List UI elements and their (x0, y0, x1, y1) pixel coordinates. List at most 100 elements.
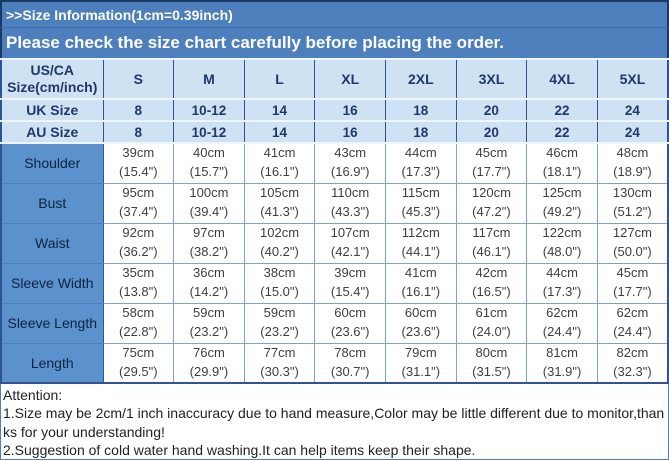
value-inch: (37.4") (119, 204, 158, 219)
value-inch: (17.3") (542, 284, 582, 299)
measurement-value-cell: 75cm (29.5") (102, 342, 175, 384)
uk-size-value-cell: 18 (385, 98, 457, 122)
measurement-value-cell: 59cm (23.2") (243, 302, 316, 344)
value-inch: (45.3") (401, 204, 441, 219)
uk-size-value-cell: 22 (526, 98, 598, 122)
measurement-value-cell: 48cm (18.9") (596, 142, 669, 184)
value-cm: 95cm (122, 185, 155, 201)
value-cm: 39cm (122, 145, 155, 161)
value-cm: 45cm (616, 265, 649, 281)
value-cm: 120cm (471, 185, 511, 201)
measurement-value-cell: 41cm (16.1") (243, 142, 316, 184)
value-inch: (46.1") (472, 244, 511, 259)
measurement-value-cell: 97cm (38.2") (173, 222, 245, 264)
value-cm: 61cm (475, 305, 508, 321)
au-size-value-cell: 16 (314, 120, 386, 144)
measurement-value-cell: 39cm (15.4") (314, 262, 386, 304)
value-cm: 112cm (401, 225, 440, 241)
value-inch: (15.0") (260, 284, 299, 299)
value-inch: (18.1") (542, 164, 582, 180)
measurement-value-cell: 127cm (50.0") (596, 222, 669, 264)
measurement-row: Bust 95cm (37.4") 100cm (39.4") 105cm (41.3") 1… (0, 182, 669, 224)
au-size-label: AU Size (0, 120, 104, 144)
value-cm: 78cm (334, 344, 367, 360)
value-cm: 46cm (546, 145, 578, 161)
measurement-value-cell: 95cm (37.4") (102, 182, 175, 224)
value-cm: 102cm (260, 225, 300, 241)
measurement-value-cell: 43cm (16.9") (314, 142, 386, 184)
measurement-value-cell: 39cm (15.4") (102, 142, 175, 184)
value-inch: (47.2") (472, 204, 511, 219)
value-inch: (30.7") (330, 363, 370, 379)
measurement-value-cell: 110cm (43.3") (314, 182, 386, 224)
size-chart-notice-text: Please check the size chart carefully be… (6, 33, 504, 52)
value-cm: 38cm (263, 265, 296, 281)
measurement-value-cell: 80cm (31.5") (455, 342, 528, 384)
size-information-header-bar: >>Size Information(1cm=0.39inch) (0, 0, 669, 28)
size-column-header: 3XL (455, 58, 528, 100)
value-cm: 43cm (334, 145, 367, 161)
uk-size-value-cell: 24 (596, 98, 669, 122)
value-cm: 110cm (331, 185, 370, 201)
measurement-value-cell: 92cm (36.2") (102, 222, 175, 264)
size-column-header: M (173, 58, 245, 100)
measurement-value-cell: 76cm (29.9") (173, 342, 245, 384)
value-cm: 44cm (404, 145, 437, 161)
size-chart-notice-bar: Please check the size chart carefully be… (0, 28, 669, 58)
value-inch: (17.7") (613, 284, 652, 299)
value-cm: 42cm (475, 265, 508, 281)
value-cm: 36cm (193, 265, 225, 281)
measurement-value-cell: 42cm (16.5") (455, 262, 528, 304)
measurement-value-cell: 122cm (48.0") (526, 222, 598, 264)
value-cm: 82cm (616, 344, 649, 360)
value-cm: 45cm (475, 145, 508, 161)
au-size-value-cell: 24 (596, 120, 669, 144)
value-cm: 59cm (193, 305, 225, 321)
measurement-value-cell: 38cm (15.0") (243, 262, 316, 304)
uk-size-value-cell: 10-12 (173, 98, 245, 122)
size-column-header: 5XL (596, 58, 669, 100)
measurement-value-cell: 36cm (14.2") (173, 262, 245, 304)
value-inch: (15.7") (189, 164, 229, 180)
value-inch: (13.8") (119, 284, 158, 299)
value-inch: (39.4") (189, 204, 229, 219)
value-cm: 107cm (330, 225, 370, 241)
value-inch: (16.1") (401, 284, 441, 299)
value-cm: 58cm (122, 305, 155, 321)
measurement-value-cell: 40cm (15.7") (173, 142, 245, 184)
value-cm: 75cm (122, 344, 155, 360)
size-information-title: >>Size Information(1cm=0.39inch) (6, 6, 233, 23)
value-cm: 125cm (542, 185, 582, 201)
measurement-label: Shoulder (0, 142, 104, 184)
au-size-value-cell: 22 (526, 120, 598, 144)
attention-line-1: 1.Size may be 2cm/1 inch inaccuracy due … (3, 405, 665, 440)
uk-size-row: UK Size 8 10-12 14 16 18 20 22 24 (0, 98, 669, 122)
measurement-value-cell: 117cm (46.1") (455, 222, 528, 264)
value-inch: (16.9") (330, 164, 370, 180)
measurement-value-cell: 77cm (30.3") (243, 342, 316, 384)
value-inch: (32.3") (613, 363, 652, 379)
measurement-row: Sleeve Width 35cm (13.8") 36cm (14.2") 38cm (1… (0, 262, 669, 304)
value-inch: (31.5") (472, 363, 511, 379)
value-inch: (31.9") (542, 363, 582, 379)
value-inch: (24.4") (542, 324, 582, 339)
value-inch: (23.6") (330, 324, 370, 339)
measurement-value-cell: 105cm (41.3") (243, 182, 316, 224)
value-cm: 60cm (404, 305, 437, 321)
value-cm: 81cm (546, 344, 578, 360)
au-size-row: AU Size 8 10-12 14 16 18 20 22 24 (0, 120, 669, 144)
value-inch: (29.5") (119, 363, 158, 379)
uk-size-value-cell: 16 (314, 98, 386, 122)
uk-size-label: UK Size (0, 98, 104, 122)
value-cm: 122cm (542, 225, 582, 241)
size-column-header: L (243, 58, 316, 100)
measurement-value-cell: 59cm (23.2") (173, 302, 245, 344)
measurement-value-cell: 35cm (13.8") (102, 262, 175, 304)
value-inch: (16.5") (472, 284, 511, 299)
value-inch: (15.4") (119, 164, 158, 180)
measurement-value-cell: 115cm (45.3") (385, 182, 457, 224)
au-size-value-cell: 14 (243, 120, 316, 144)
size-column-header: S (102, 58, 175, 100)
value-cm: 41cm (404, 265, 437, 281)
attention-title: Attention: (3, 387, 63, 403)
